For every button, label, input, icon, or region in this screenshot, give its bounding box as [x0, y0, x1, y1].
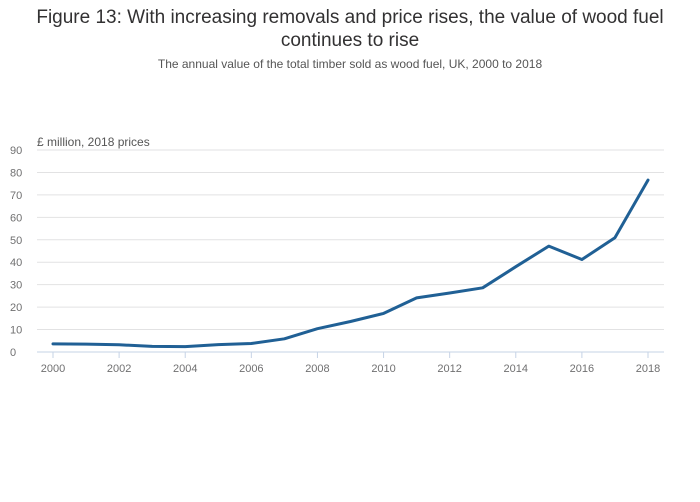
x-tick-label: 2006: [239, 363, 263, 375]
y-tick-label: 20: [10, 302, 22, 314]
y-tick-label: 0: [10, 347, 16, 359]
x-tick-label: 2018: [636, 363, 660, 375]
y-tick-label: 50: [10, 235, 22, 247]
y-tick-label: 10: [10, 325, 22, 337]
y-tick-label: 40: [10, 257, 22, 269]
chart-subtitle: The annual value of the total timber sol…: [157, 57, 543, 71]
y-tick-label: 60: [10, 212, 22, 224]
x-tick-label: 2012: [437, 363, 461, 375]
y-tick-label: 80: [10, 167, 22, 179]
x-tick-label: 2014: [504, 363, 528, 375]
series-line: [51, 178, 650, 349]
chart-title: Figure 13: With increasing removals and …: [36, 7, 664, 51]
y-tick-label: 70: [10, 190, 22, 202]
y-axis: 0 10 20 30 40 50 60 70 80 90: [10, 145, 22, 359]
y-tick-label: 30: [10, 280, 22, 292]
x-tick-label: 2016: [570, 363, 594, 375]
x-tick-label: 2008: [305, 363, 329, 375]
x-tick-label: 2004: [173, 363, 197, 375]
gridlines: [37, 149, 664, 331]
y-tick-label: 90: [10, 145, 22, 157]
x-tick-label: 2000: [41, 363, 65, 375]
x-tick-label: 2002: [107, 363, 131, 375]
x-axis: 2000 2002 2004 2006 2008 2010 2012 2014 2016 2018: [37, 351, 664, 375]
y-axis-label: £ million, 2018 prices: [37, 135, 150, 149]
x-tick-label: 2010: [371, 363, 395, 375]
series-group: [51, 178, 650, 349]
